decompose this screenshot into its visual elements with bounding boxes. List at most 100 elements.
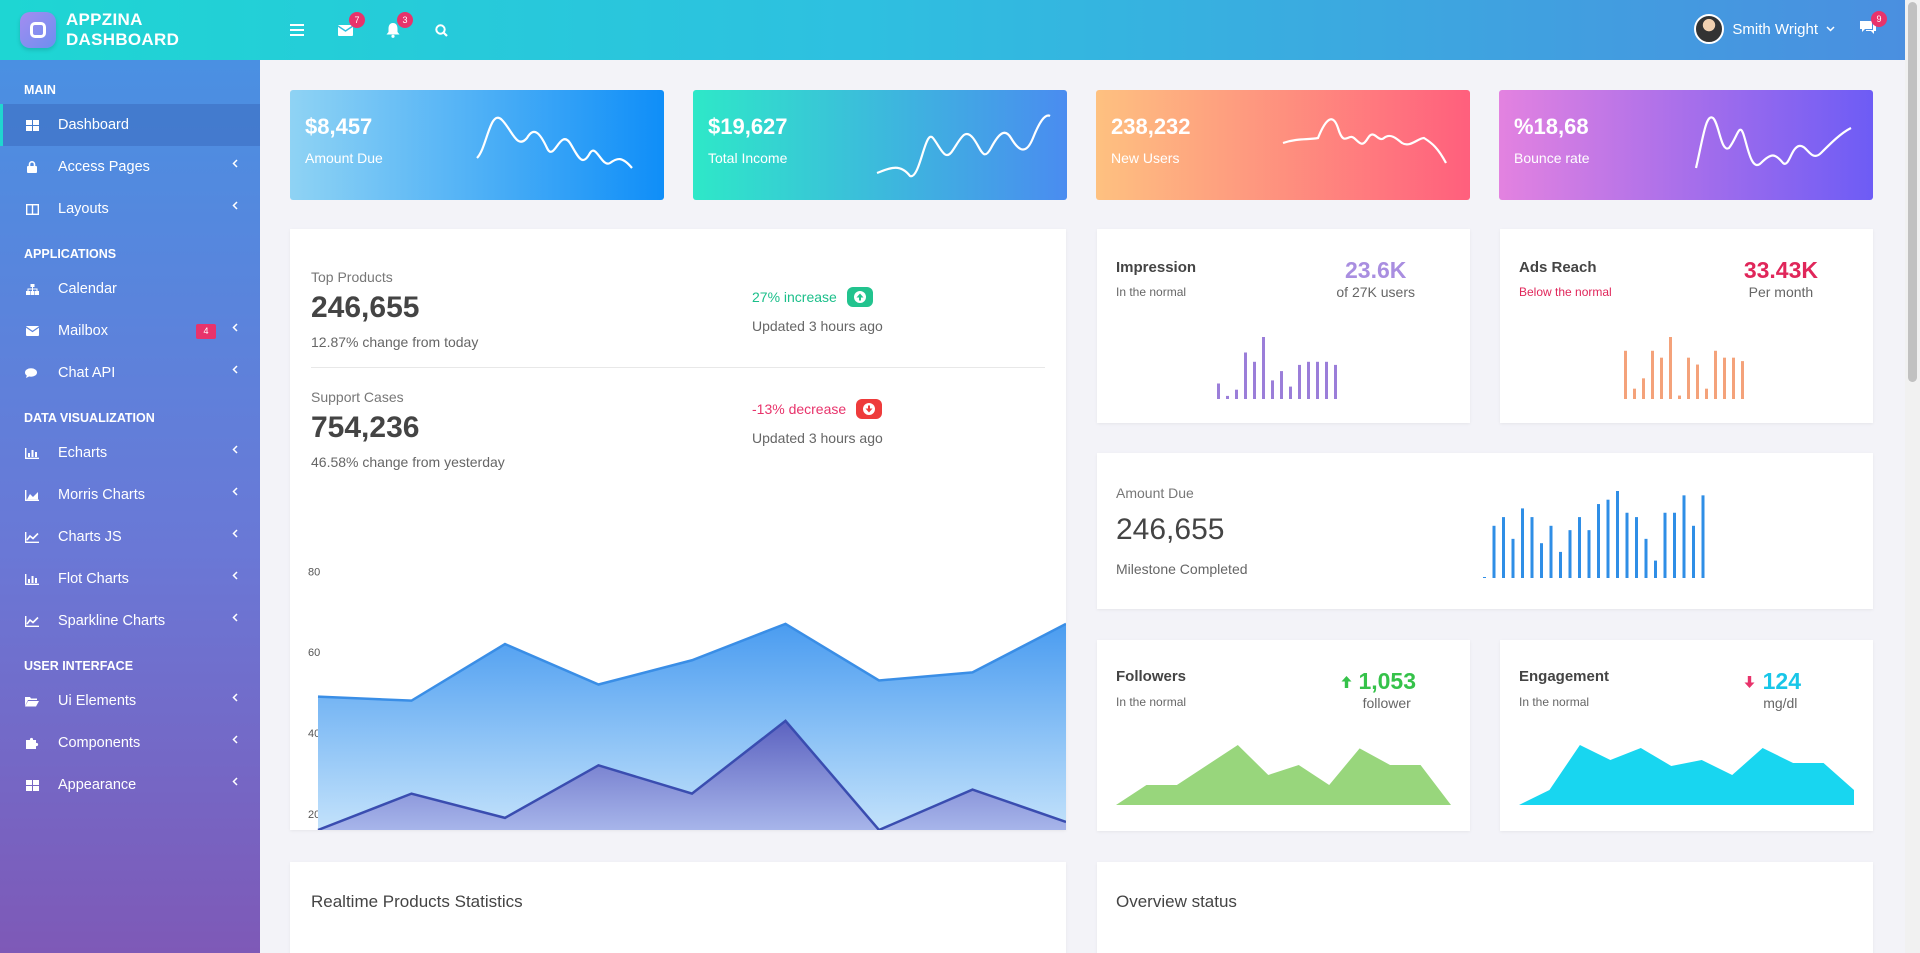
y-tick-label: 80 <box>308 566 320 578</box>
chat-button[interactable]: 9 <box>1859 11 1887 40</box>
engagement-unit: mg/dl <box>1763 695 1798 711</box>
bar <box>1325 361 1328 399</box>
overview-status-title: Overview status <box>1116 892 1237 911</box>
sidebar-section-data-visualization: DATA VISUALIZATION <box>24 411 155 425</box>
bar <box>1280 371 1283 399</box>
products-card: Top Products 246,655 12.87% change from … <box>290 229 1066 830</box>
sidebar: MAIN Dashboard Access Pages Layouts APPL… <box>0 60 260 953</box>
chevron-left-icon <box>232 323 238 332</box>
sidebar-item-access-pages[interactable]: Access Pages <box>0 146 260 188</box>
sidebar-item-sparkline-charts[interactable]: Sparkline Charts <box>0 600 260 642</box>
sidebar-item-dashboard[interactable]: Dashboard <box>0 104 260 146</box>
sidebar-item-flot-charts[interactable]: Flot Charts <box>0 558 260 600</box>
amount-due-label: Amount Due <box>1116 485 1194 501</box>
followers-title: Followers <box>1116 668 1187 685</box>
notifications-button[interactable]: 3 <box>384 12 413 39</box>
arrow-up-icon <box>846 287 873 307</box>
bar <box>1701 495 1705 578</box>
bar <box>1271 380 1274 399</box>
bar <box>1492 525 1496 578</box>
sparkline-area <box>1519 745 1854 805</box>
bar <box>1298 364 1301 399</box>
realtime-products-card: Realtime Products Statistics <box>290 862 1066 953</box>
stat-value: %18,68 <box>1514 114 1589 139</box>
chevron-left-icon <box>232 365 238 374</box>
sparkline-area <box>1116 745 1451 805</box>
sidebar-item-label: Echarts <box>58 445 108 461</box>
brand-logo-icon <box>20 12 56 48</box>
sidebar-item-chat-api[interactable]: Chat API <box>0 352 260 394</box>
brand-title: APPZINA DASHBOARD <box>65 10 180 49</box>
engagement-subtitle: In the normal <box>1519 695 1590 709</box>
top-products-trend: 27% increase <box>752 287 873 307</box>
arrow-down-icon <box>1744 675 1755 688</box>
bar <box>1521 508 1524 578</box>
bar <box>1289 386 1292 399</box>
sidebar-item-charts-js[interactable]: Charts JS <box>0 516 260 558</box>
sidebar-item-echarts[interactable]: Echarts <box>0 432 260 474</box>
bar <box>1642 378 1645 399</box>
sidebar-item-ui-elements[interactable]: Ui Elements <box>0 680 260 722</box>
sidebar-item-label: Flot Charts <box>58 571 129 587</box>
mail-button[interactable]: 7 <box>336 12 365 39</box>
chevron-left-icon <box>232 693 238 702</box>
sidebar-section-applications: APPLICATIONS <box>24 247 117 261</box>
bar <box>1226 395 1229 399</box>
sidebar-item-morris-charts[interactable]: Morris Charts <box>0 474 260 516</box>
user-menu[interactable]: Smith Wright <box>1694 14 1835 44</box>
bar <box>1235 389 1238 399</box>
divider <box>311 367 1045 368</box>
sparkline <box>1694 116 1852 169</box>
bar <box>1262 337 1265 399</box>
support-cases-trend: -13% decrease <box>752 399 883 419</box>
envelope-icon <box>24 326 40 336</box>
chevron-left-icon <box>232 571 238 580</box>
bar <box>1578 517 1581 578</box>
ads-reach-value: 33.43K <box>1743 257 1818 283</box>
line-chart-icon <box>24 615 40 627</box>
impression-card: Impression In the normal 23.6K of 27K us… <box>1097 229 1470 423</box>
sidebar-item-label: Chat API <box>58 365 116 381</box>
bar-chart-icon <box>24 447 40 459</box>
series-line <box>317 622 1066 702</box>
sidebar-item-calendar[interactable]: Calendar <box>0 268 260 310</box>
bar <box>1616 491 1619 578</box>
hamburger-menu-icon[interactable] <box>288 21 306 39</box>
sidebar-item-label: Calendar <box>58 281 117 297</box>
ads-reach-bar-chart <box>1624 337 1744 399</box>
area-chart-icon <box>24 489 40 501</box>
support-cases-change: 46.58% change from yesterday <box>311 454 505 470</box>
ads-reach-card: Ads Reach Below the normal 33.43K Per mo… <box>1500 229 1873 423</box>
bell-icon <box>386 22 400 38</box>
line-chart-icon <box>24 531 40 543</box>
bar <box>1696 364 1699 399</box>
sidebar-item-mailbox[interactable]: Mailbox 4 <box>0 310 260 352</box>
scrollbar-thumb[interactable] <box>1908 2 1917 382</box>
chevron-left-icon <box>232 487 238 496</box>
bar <box>1687 357 1690 399</box>
followers-unit: follower <box>1362 695 1411 711</box>
bar <box>1625 512 1629 578</box>
mail-count-badge: 7 <box>349 12 365 28</box>
chevron-left-icon <box>232 529 238 538</box>
y-tick-label: 20 <box>308 809 320 821</box>
bar <box>1244 352 1247 399</box>
user-name: Smith Wright <box>1732 20 1818 38</box>
sidebar-item-label: Appearance <box>58 777 137 793</box>
bar <box>1732 357 1735 399</box>
sidebar-item-appearance[interactable]: Appearance <box>0 764 260 806</box>
brand[interactable]: APPZINA DASHBOARD <box>0 10 260 50</box>
sidebar-item-label: Mailbox <box>58 323 108 339</box>
sidebar-item-label: Sparkline Charts <box>58 613 166 629</box>
sidebar-item-layouts[interactable]: Layouts <box>0 188 260 230</box>
series-area <box>318 720 1066 830</box>
sidebar-item-components[interactable]: Components <box>0 722 260 764</box>
amount-due-subtitle: Milestone Completed <box>1116 561 1248 577</box>
series-line <box>317 719 1066 830</box>
sidebar-item-label: Dashboard <box>58 117 129 133</box>
series-area <box>318 623 1066 830</box>
bar <box>1568 530 1572 578</box>
scrollbar[interactable] <box>1905 0 1920 953</box>
dashboard-icon <box>24 779 40 791</box>
search-button[interactable] <box>432 21 450 39</box>
